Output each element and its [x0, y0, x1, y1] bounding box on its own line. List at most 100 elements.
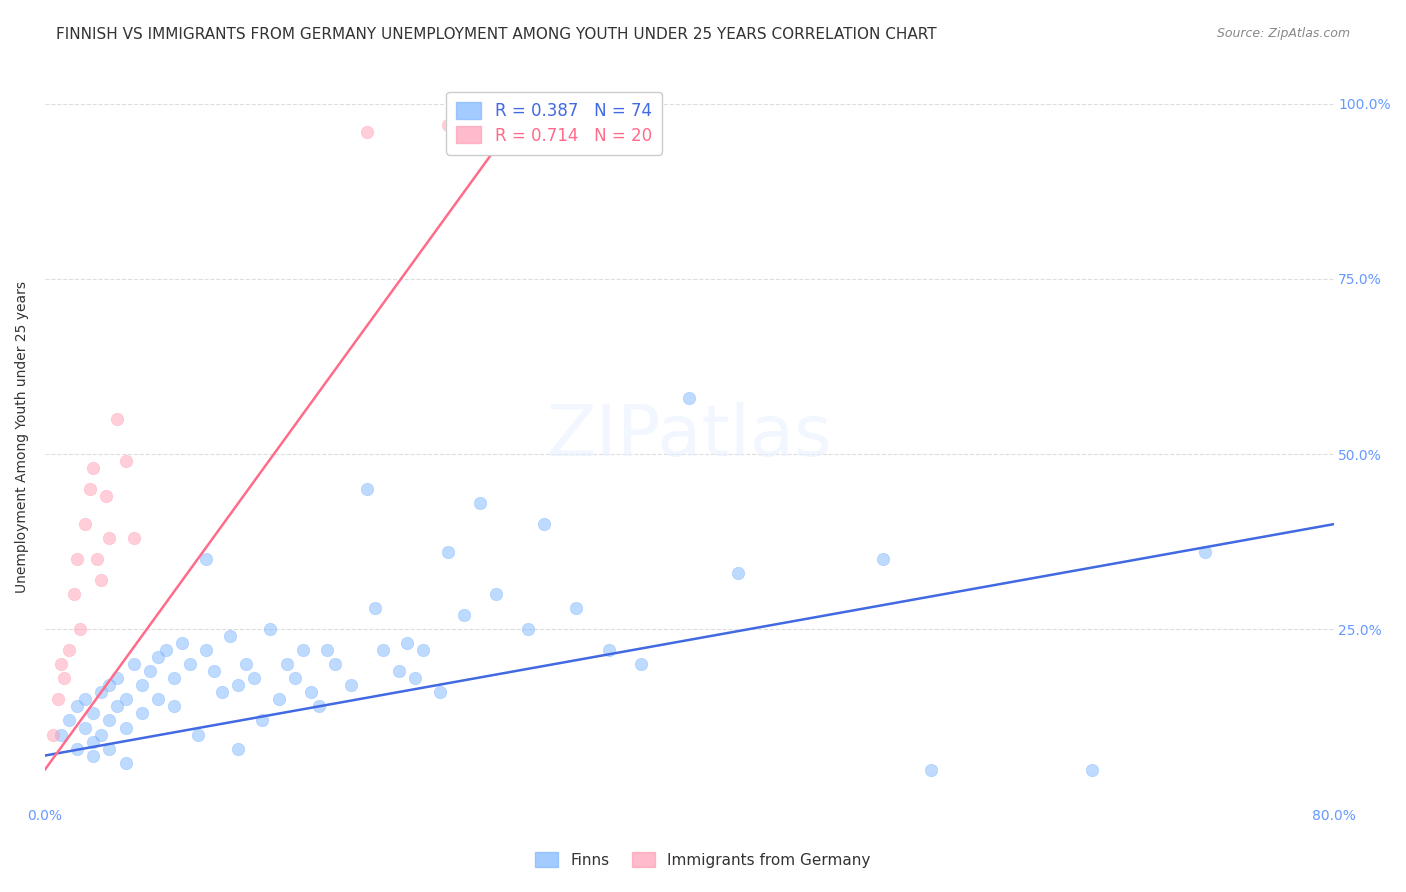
Point [1194, 545, 1216, 559]
Point [226, 678, 249, 692]
Point [75, 692, 97, 706]
Point [98, 714, 121, 728]
Point [211, 685, 233, 699]
Point [226, 741, 249, 756]
Point [42, 727, 65, 741]
Point [114, 454, 136, 468]
Point [356, 125, 378, 139]
Text: FINNISH VS IMMIGRANTS FROM GERMANY UNEMPLOYMENT AMONG YOUTH UNDER 25 YEARS CORRE: FINNISH VS IMMIGRANTS FROM GERMANY UNEMP… [56, 27, 936, 42]
Point [920, 763, 942, 777]
Point [82, 734, 104, 748]
Point [82, 748, 104, 763]
Point [429, 685, 451, 699]
Point [276, 657, 298, 672]
Point [565, 601, 588, 615]
Point [114, 756, 136, 770]
Point [90, 685, 112, 699]
Point [291, 643, 314, 657]
Point [299, 685, 322, 699]
Point [396, 636, 419, 650]
Point [404, 672, 426, 686]
Point [98, 741, 121, 756]
Point [107, 699, 129, 714]
Point [187, 727, 209, 741]
Point [517, 623, 540, 637]
Point [49, 657, 72, 672]
Point [630, 657, 652, 672]
Legend: Finns, Immigrants from Germany: Finns, Immigrants from Germany [527, 844, 879, 875]
Point [323, 657, 346, 672]
Point [63, 587, 86, 601]
Point [727, 566, 749, 581]
Point [131, 678, 153, 692]
Point [678, 391, 700, 405]
Point [46, 692, 69, 706]
Point [373, 643, 395, 657]
Point [1081, 763, 1104, 777]
Point [243, 672, 266, 686]
Point [146, 650, 169, 665]
Point [114, 721, 136, 735]
Point [436, 118, 458, 132]
Point [66, 552, 89, 566]
Point [96, 489, 118, 503]
Point [79, 482, 101, 496]
Point [219, 629, 242, 643]
Point [58, 643, 80, 657]
Point [75, 721, 97, 735]
Point [468, 496, 491, 510]
Point [107, 672, 129, 686]
Point [66, 699, 89, 714]
Point [82, 706, 104, 721]
Point [155, 643, 177, 657]
Point [598, 643, 620, 657]
Point [49, 727, 72, 741]
Point [533, 517, 555, 532]
Y-axis label: Unemployment Among Youth under 25 years: Unemployment Among Youth under 25 years [15, 281, 30, 592]
Point [308, 699, 330, 714]
Point [138, 665, 160, 679]
Point [872, 552, 894, 566]
Point [163, 672, 186, 686]
Point [364, 601, 387, 615]
Point [267, 692, 290, 706]
Point [163, 699, 186, 714]
Point [146, 692, 169, 706]
Point [195, 552, 218, 566]
Point [284, 672, 307, 686]
Text: Source: ZipAtlas.com: Source: ZipAtlas.com [1216, 27, 1350, 40]
Point [356, 482, 378, 496]
Point [485, 587, 508, 601]
Point [82, 461, 104, 475]
Point [75, 517, 97, 532]
Point [122, 531, 145, 545]
Point [340, 678, 363, 692]
Point [98, 531, 121, 545]
Point [114, 692, 136, 706]
Point [436, 545, 458, 559]
Point [131, 706, 153, 721]
Point [69, 623, 91, 637]
Point [412, 643, 434, 657]
Point [252, 714, 274, 728]
Point [388, 665, 411, 679]
Point [453, 608, 475, 623]
Text: ZIPatlas: ZIPatlas [547, 402, 832, 471]
Point [90, 574, 112, 588]
Point [202, 665, 225, 679]
Point [107, 412, 129, 426]
Point [66, 741, 89, 756]
Point [195, 643, 218, 657]
Point [170, 636, 193, 650]
Point [259, 623, 281, 637]
Point [58, 714, 80, 728]
Legend: R = 0.387   N = 74, R = 0.714   N = 20: R = 0.387 N = 74, R = 0.714 N = 20 [446, 92, 662, 154]
Point [90, 727, 112, 741]
Point [86, 552, 108, 566]
Point [53, 672, 76, 686]
Point [98, 678, 121, 692]
Point [122, 657, 145, 672]
Point [315, 643, 337, 657]
Point [179, 657, 201, 672]
Point [235, 657, 257, 672]
